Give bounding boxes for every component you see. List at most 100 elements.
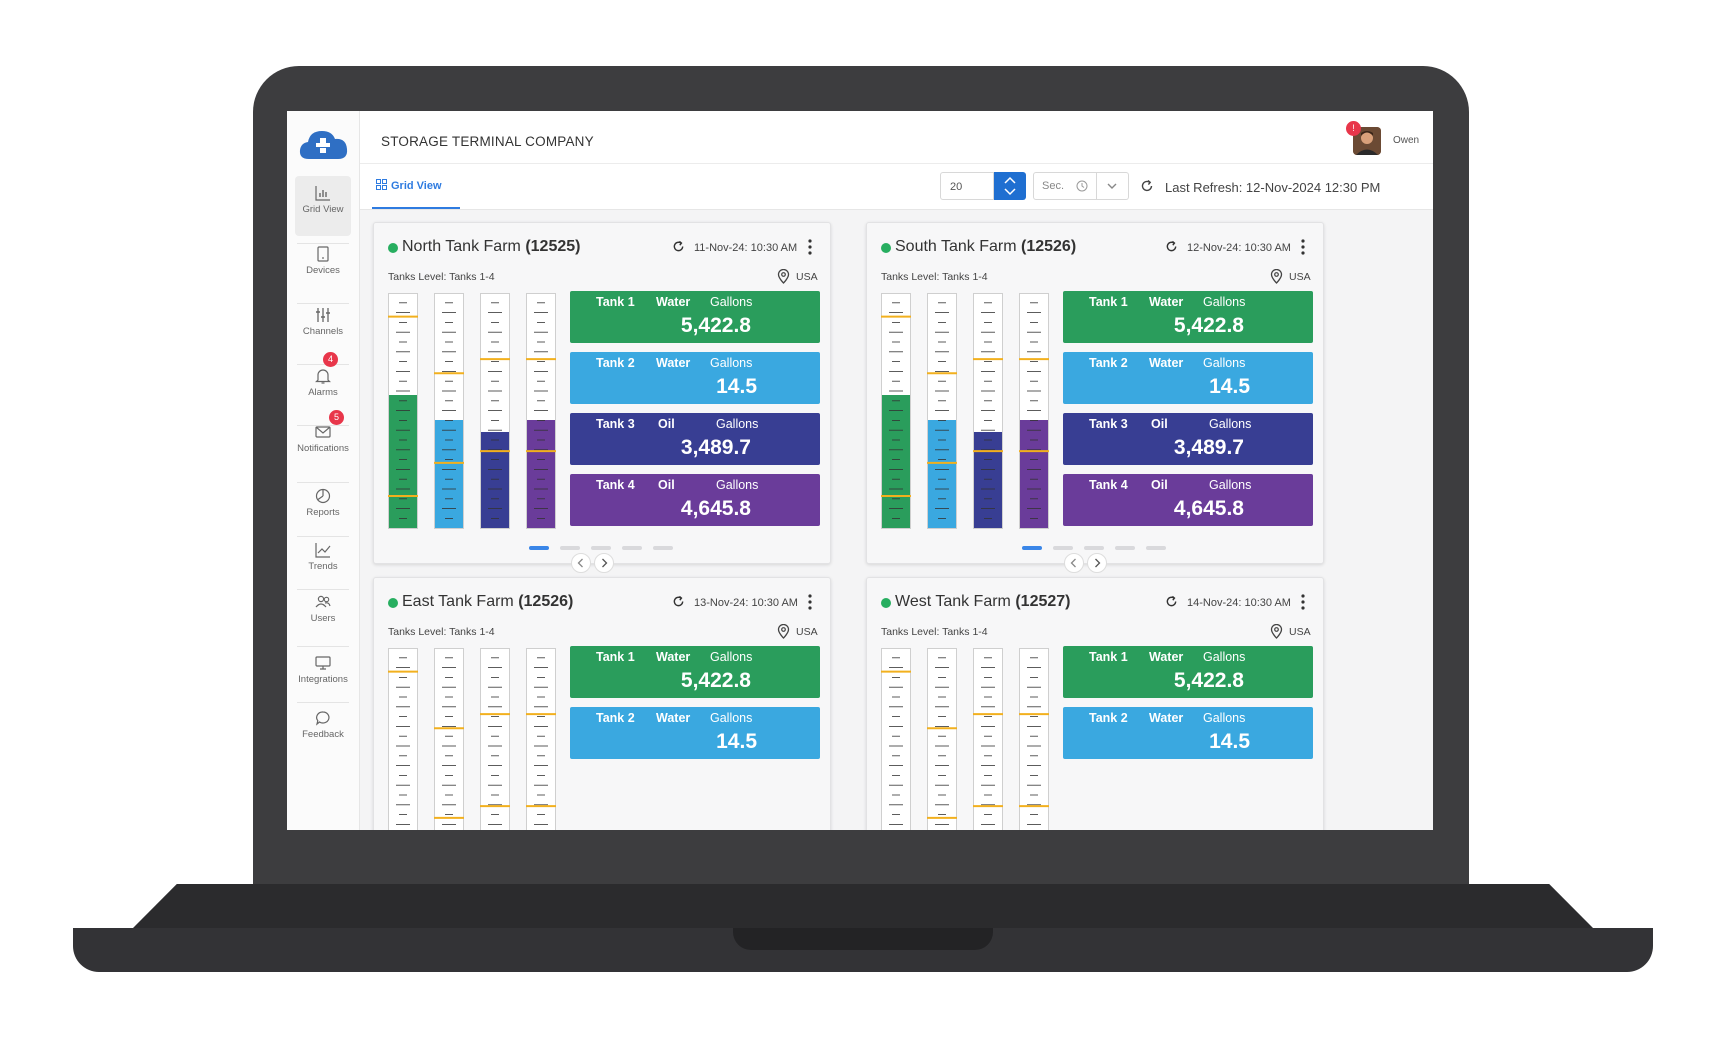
sidebar-item-label: Channels: [302, 326, 344, 337]
refresh-icon[interactable]: [1140, 179, 1154, 193]
trend-icon: [315, 543, 331, 558]
toolbar: Grid View 20 Sec. Last Refresh: 12-Nov-2…: [360, 164, 1433, 210]
more-vertical-icon[interactable]: [804, 592, 816, 612]
divider: [297, 364, 349, 365]
refresh-icon[interactable]: [1165, 240, 1178, 253]
farm-name: South Tank Farm: [895, 238, 1017, 255]
refresh-icon[interactable]: [672, 595, 685, 608]
prev-button[interactable]: [571, 553, 591, 573]
chevron-left-icon: [577, 558, 583, 568]
sidebar-item-users[interactable]: Users: [295, 585, 351, 645]
pager-dot[interactable]: [622, 546, 642, 550]
interval-stepper[interactable]: [994, 172, 1026, 200]
chevron-right-icon: [1095, 558, 1101, 568]
sidebar-item-reports[interactable]: Reports: [295, 479, 351, 539]
tank-value-tile[interactable]: Tank 2 Water Gallons 14.5: [570, 707, 820, 759]
online-status-dot: [388, 598, 398, 608]
tank-value: 5,422.8: [680, 314, 751, 337]
tank-unit: Gallons: [716, 417, 759, 431]
refresh-icon[interactable]: [1165, 595, 1178, 608]
pager-dot[interactable]: [560, 546, 580, 550]
sidebar-item-trends[interactable]: Trends: [295, 533, 351, 593]
refresh-interval-input[interactable]: 20: [940, 172, 994, 200]
prev-button[interactable]: [1064, 553, 1084, 573]
tank-name: Tank 2: [1089, 711, 1128, 725]
pager-dot[interactable]: [529, 546, 549, 550]
card-title[interactable]: South Tank Farm (12526): [895, 238, 1076, 256]
sidebar-item-integrations[interactable]: Integrations: [295, 646, 351, 706]
tank-value-tile[interactable]: Tank 1 Water Gallons 5,422.8: [570, 646, 820, 698]
tank-product: Water: [1149, 650, 1184, 664]
card-location: USA: [1289, 626, 1311, 638]
sidebar-item-devices[interactable]: Devices: [295, 237, 351, 297]
cloud-logo-icon[interactable]: [295, 123, 351, 167]
tank-value-tile[interactable]: Tank 3 Oil Gallons 3,489.7: [1063, 413, 1313, 465]
unit-dropdown-button[interactable]: [1097, 172, 1129, 200]
company-name: STORAGE TERMINAL COMPANY: [381, 134, 594, 149]
card-title[interactable]: East Tank Farm (12526): [402, 593, 573, 611]
tank-unit: Gallons: [710, 356, 753, 370]
divider: [297, 425, 349, 426]
tank-value-tile[interactable]: Tank 3 Oil Gallons 3,489.7: [570, 413, 820, 465]
more-vertical-icon[interactable]: [1297, 592, 1309, 612]
more-vertical-icon[interactable]: [1297, 237, 1309, 257]
tank-value-tile[interactable]: Tank 1 Water Gallons 5,422.8: [1063, 646, 1313, 698]
users-icon: [315, 595, 331, 608]
pager-dot[interactable]: [1053, 546, 1073, 550]
sidebar-item-feedback[interactable]: Feedback: [295, 701, 351, 761]
gauge-scale: [881, 302, 911, 519]
pager-dot[interactable]: [1146, 546, 1166, 550]
monitor-icon: [315, 656, 331, 670]
tank-farm-card[interactable]: North Tank Farm (12525) 11-Nov-24: 10:30 …: [373, 222, 831, 564]
tank-level-gauge: [973, 648, 1003, 830]
pager-dot[interactable]: [1115, 546, 1135, 550]
more-vertical-icon[interactable]: [804, 237, 816, 257]
sidebar-item-alarms[interactable]: Alarms 4: [295, 352, 351, 419]
pager-dot[interactable]: [653, 546, 673, 550]
card-title[interactable]: North Tank Farm (12525): [402, 238, 580, 256]
farm-name: North Tank Farm: [402, 238, 521, 255]
tank-value-tile[interactable]: Tank 1 Water Gallons 5,422.8: [1063, 291, 1313, 343]
card-subtitle: Tanks Level: Tanks 1-4: [881, 626, 988, 638]
card-subtitle: Tanks Level: Tanks 1-4: [881, 271, 988, 283]
tank-farm-card[interactable]: West Tank Farm (12527) 14-Nov-24: 10:30 A…: [866, 577, 1324, 830]
sidebar-item-label: Notifications: [297, 443, 349, 454]
gauge-fill: [974, 432, 1002, 528]
tank-value-tile[interactable]: Tank 4 Oil Gallons 4,645.8: [1063, 474, 1313, 526]
location-pin-icon: [777, 624, 790, 639]
tank-unit: Gallons: [1209, 417, 1252, 431]
divider: [297, 303, 349, 304]
pie-icon: [315, 488, 331, 504]
gauge-frame: [927, 648, 957, 830]
sidebar-item-notifications[interactable]: Notifications 5: [295, 410, 351, 475]
tank-value-tile[interactable]: Tank 2 Water Gallons 14.5: [570, 352, 820, 404]
card-timestamp: 13-Nov-24: 10:30 AM: [694, 597, 798, 609]
user-name[interactable]: Owen: [1393, 135, 1420, 146]
tank-farm-card[interactable]: East Tank Farm (12526) 13-Nov-24: 10:30 A…: [373, 577, 831, 830]
refresh-icon[interactable]: [672, 240, 685, 253]
tank-level-gauge: [434, 293, 464, 529]
gauge-scale: [434, 302, 464, 519]
interval-unit-select[interactable]: Sec.: [1033, 172, 1097, 200]
next-button[interactable]: [1087, 553, 1107, 573]
sidebar-item-grid-view[interactable]: Grid View: [295, 176, 351, 236]
tab-grid-view[interactable]: Grid View: [372, 164, 460, 209]
next-button[interactable]: [594, 553, 614, 573]
pager-dot[interactable]: [1084, 546, 1104, 550]
sidebar-item-channels[interactable]: Channels: [295, 298, 351, 358]
tank-product: Water: [1149, 711, 1184, 725]
tank-value-tile[interactable]: Tank 2 Water Gallons 14.5: [1063, 352, 1313, 404]
gauge-scale: [927, 302, 957, 519]
tank-farm-card[interactable]: South Tank Farm (12526) 12-Nov-24: 10:30 …: [866, 222, 1324, 564]
tank-product: Oil: [1151, 478, 1168, 492]
card-title[interactable]: West Tank Farm (12527): [895, 593, 1071, 611]
pager-dot[interactable]: [591, 546, 611, 550]
user-alert-badge: !: [1346, 121, 1361, 136]
tank-value-tile[interactable]: Tank 4 Oil Gallons 4,645.8: [570, 474, 820, 526]
gauge-scale: [973, 302, 1003, 519]
tank-value-tile[interactable]: Tank 1 Water Gallons 5,422.8: [570, 291, 820, 343]
chevron-down-icon: [1107, 183, 1117, 189]
pager-dot[interactable]: [1022, 546, 1042, 550]
tank-value-tile[interactable]: Tank 2 Water Gallons 14.5: [1063, 707, 1313, 759]
card-timestamp: 11-Nov-24: 10:30 AM: [694, 242, 798, 254]
